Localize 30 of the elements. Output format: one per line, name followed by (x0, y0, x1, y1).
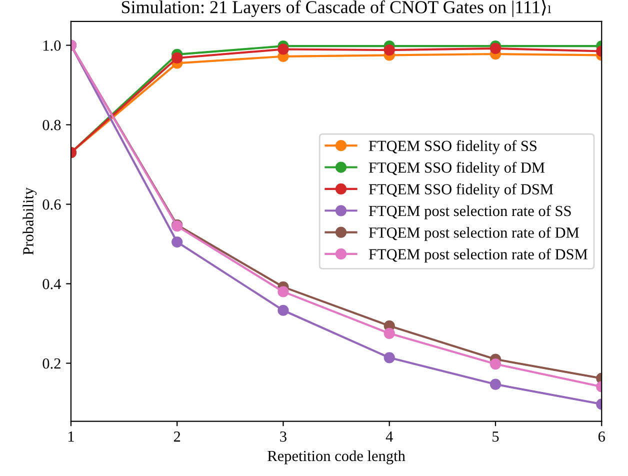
x-tick-label: 2 (174, 431, 180, 442)
point (278, 304, 289, 316)
point (490, 42, 502, 54)
x-tick-label: 6 (598, 431, 605, 442)
point (490, 378, 502, 390)
y-tick-label: 0.2 (42, 358, 60, 369)
y-tick-label: 0.4 (42, 278, 62, 290)
legend-label: FTQEM post selection rate of DSM (368, 248, 588, 263)
y-tick-label: 0.6 (42, 199, 61, 210)
legend-label: FTQEM post selection rate of SS (368, 205, 571, 220)
x-tick-label: 5 (492, 432, 499, 442)
point (278, 44, 289, 55)
x-tick-label: 4 (386, 432, 393, 442)
legend-label: FTQEM SSO fidelity of DSM (368, 184, 554, 198)
y-tick-label: 1.0 (43, 40, 61, 51)
x-tick-label: 3 (280, 431, 286, 442)
point (384, 352, 395, 364)
y-axis-title: Probability (22, 187, 37, 255)
point (490, 358, 502, 370)
point (384, 44, 395, 56)
legend-label: FTQEM SSO fidelity of SS (368, 140, 536, 154)
legend-label: FTQEM post selection rate of DM (368, 226, 579, 241)
x-axis-title: Repetition code length (268, 450, 406, 464)
point (384, 328, 395, 339)
y-tick-label: 0.8 (42, 120, 61, 130)
point (172, 236, 183, 248)
point (278, 286, 289, 298)
x-tick-label: 1 (68, 432, 74, 442)
legend-label: FTQEM SSO fidelity of DM (368, 162, 545, 176)
point (172, 52, 183, 64)
